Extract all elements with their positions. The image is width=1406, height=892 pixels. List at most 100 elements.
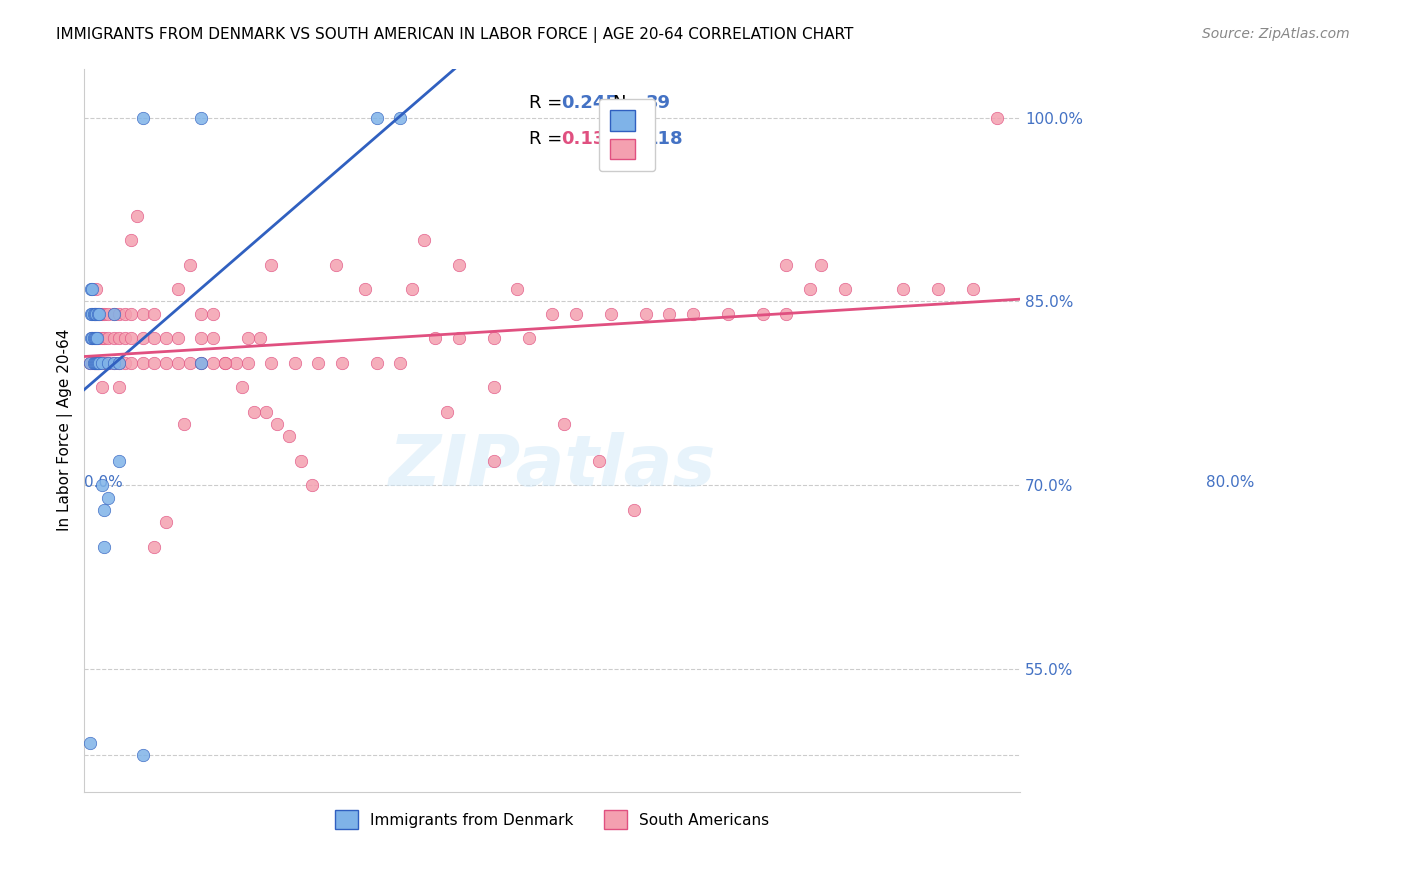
Point	[927, 282, 949, 296]
Point	[143, 307, 166, 321]
Point	[87, 307, 110, 321]
Point	[120, 233, 142, 247]
Point	[482, 331, 505, 345]
Point	[114, 307, 136, 321]
Point	[190, 356, 212, 370]
Point	[93, 356, 115, 370]
Point	[97, 356, 120, 370]
Text: Source: ZipAtlas.com: Source: ZipAtlas.com	[1202, 27, 1350, 41]
Point	[284, 356, 307, 370]
Point	[83, 307, 105, 321]
Point	[103, 356, 125, 370]
Text: 0.0%: 0.0%	[84, 475, 124, 490]
Point	[155, 515, 177, 529]
Point	[155, 331, 177, 345]
Point	[190, 356, 212, 370]
Point	[90, 356, 112, 370]
Point	[89, 307, 111, 321]
Point	[89, 307, 111, 321]
Point	[517, 331, 540, 345]
Text: ZIPatlas: ZIPatlas	[388, 432, 716, 501]
Point	[86, 356, 108, 370]
Point	[87, 356, 110, 370]
Point	[599, 307, 621, 321]
Point	[167, 331, 190, 345]
Point	[82, 282, 104, 296]
Point	[120, 307, 142, 321]
Point	[214, 356, 236, 370]
Point	[125, 209, 148, 223]
Point	[506, 282, 529, 296]
Point	[108, 454, 131, 468]
Point	[132, 307, 155, 321]
Point	[236, 356, 259, 370]
Point	[425, 331, 447, 345]
Text: R =: R =	[529, 94, 568, 112]
Point	[190, 331, 212, 345]
Point	[717, 307, 740, 321]
Point	[103, 356, 125, 370]
Point	[143, 356, 166, 370]
Text: 0.245: 0.245	[561, 94, 619, 112]
Point	[366, 356, 388, 370]
Point	[80, 307, 103, 321]
Point	[962, 282, 984, 296]
Point	[83, 356, 105, 370]
Point	[132, 331, 155, 345]
Point	[266, 417, 288, 431]
Point	[179, 258, 201, 272]
Point	[87, 356, 110, 370]
Point	[278, 429, 301, 443]
Point	[834, 282, 856, 296]
Point	[90, 307, 112, 321]
Point	[389, 111, 412, 125]
Point	[83, 307, 105, 321]
Point	[682, 307, 704, 321]
Point	[89, 356, 111, 370]
Point	[84, 282, 107, 296]
Point	[86, 331, 108, 345]
Point	[588, 454, 610, 468]
Point	[330, 356, 353, 370]
Point	[254, 405, 277, 419]
Point	[82, 356, 104, 370]
Text: N =: N =	[613, 130, 652, 148]
Point	[79, 356, 101, 370]
Point	[775, 258, 797, 272]
Point	[108, 356, 131, 370]
Point	[412, 233, 434, 247]
Point	[87, 331, 110, 345]
Point	[301, 478, 323, 492]
Point	[108, 307, 131, 321]
Point	[79, 736, 101, 750]
Point	[90, 478, 112, 492]
Point	[132, 111, 155, 125]
Point	[93, 540, 115, 554]
Text: 39: 39	[645, 94, 671, 112]
Point	[201, 331, 224, 345]
Point	[79, 356, 101, 370]
Point	[93, 307, 115, 321]
Point	[482, 454, 505, 468]
Point	[132, 748, 155, 763]
Point	[84, 307, 107, 321]
Point	[84, 356, 107, 370]
Point	[354, 282, 377, 296]
Point	[97, 356, 120, 370]
Point	[103, 307, 125, 321]
Point	[236, 331, 259, 345]
Point	[103, 331, 125, 345]
Point	[634, 307, 657, 321]
Point	[90, 380, 112, 394]
Point	[108, 356, 131, 370]
Point	[83, 307, 105, 321]
Point	[190, 111, 212, 125]
Point	[93, 331, 115, 345]
Text: 118: 118	[645, 130, 683, 148]
Point	[307, 356, 329, 370]
Point	[541, 307, 564, 321]
Point	[143, 540, 166, 554]
Point	[389, 356, 412, 370]
Point	[190, 307, 212, 321]
Point	[447, 258, 470, 272]
